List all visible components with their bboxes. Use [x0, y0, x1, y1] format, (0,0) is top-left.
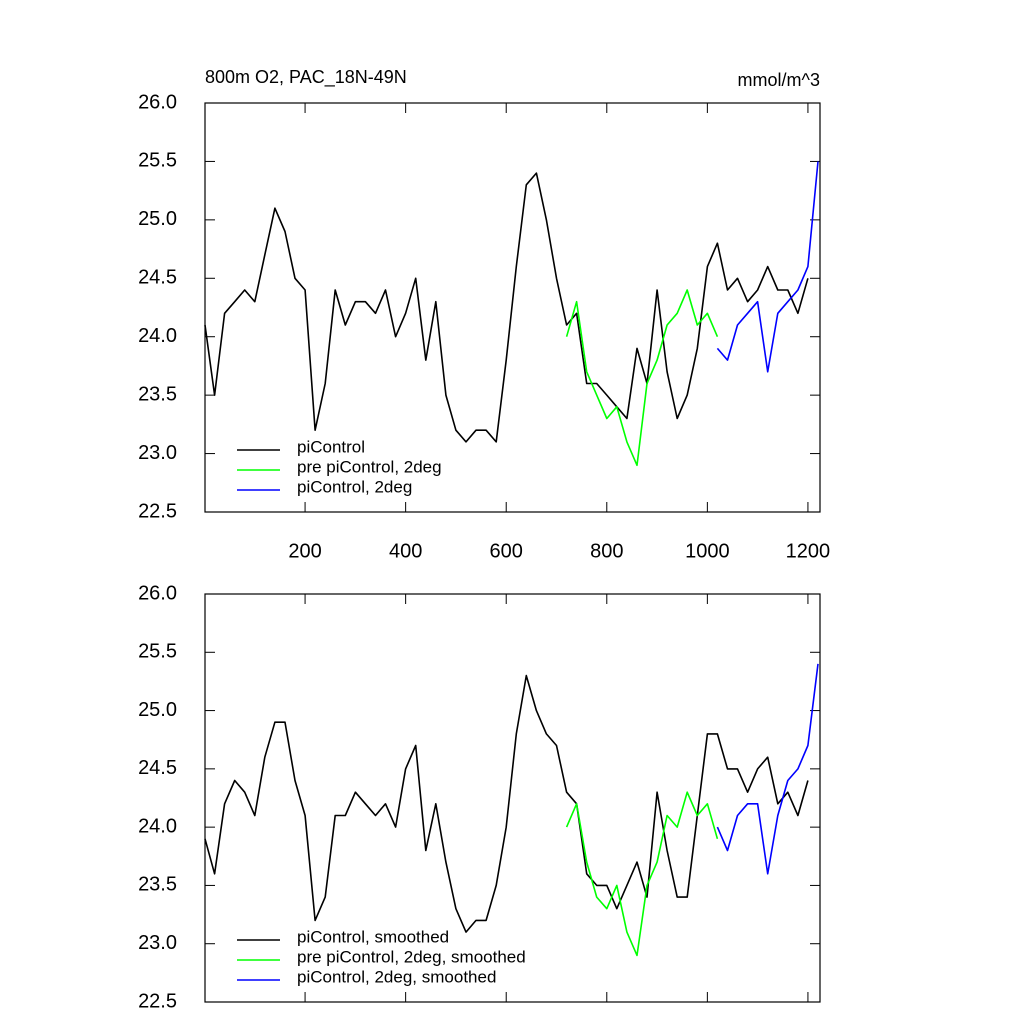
y-tick-label: 26.0	[138, 582, 177, 604]
y-tick-label: 25.5	[138, 641, 177, 663]
series-line	[565, 791, 719, 957]
legend-label: piControl, smoothed	[297, 927, 449, 946]
x-tick-label: 1200	[786, 540, 831, 562]
y-tick-label: 23.0	[138, 932, 177, 954]
y-tick-label: 22.5	[138, 500, 177, 522]
series-line	[204, 172, 809, 443]
chart-title: 800m O2, PAC_18N-49N	[205, 67, 407, 88]
legend-label: pre piControl, 2deg	[297, 457, 442, 476]
x-tick-label: 600	[490, 540, 523, 562]
series-line	[565, 289, 719, 467]
x-tick-label: 800	[590, 540, 623, 562]
y-tick-label: 23.5	[138, 874, 177, 896]
y-tick-label: 26.0	[138, 91, 177, 113]
x-tick-label: 1000	[685, 540, 730, 562]
y-tick-label: 24.5	[138, 267, 177, 289]
series-line	[716, 161, 819, 373]
y-tick-label: 23.0	[138, 442, 177, 464]
series-line	[716, 663, 819, 875]
units-label: mmol/m^3	[738, 70, 820, 90]
legend-label: piControl, 2deg, smoothed	[297, 967, 496, 986]
y-tick-label: 24.0	[138, 325, 177, 347]
legend-label: pre piControl, 2deg, smoothed	[297, 947, 526, 966]
y-tick-label: 24.0	[138, 815, 177, 837]
plot-frame	[204, 102, 821, 513]
plot-frame	[204, 593, 821, 1003]
y-tick-label: 24.5	[138, 757, 177, 779]
legend-label: piControl	[297, 437, 365, 456]
series-line	[204, 674, 809, 933]
x-tick-label: 400	[389, 540, 422, 562]
y-tick-label: 25.0	[138, 699, 177, 721]
x-tick-label: 200	[288, 540, 321, 562]
legend-label: piControl, 2deg	[297, 477, 412, 496]
y-tick-label: 23.5	[138, 383, 177, 405]
y-tick-label: 22.5	[138, 990, 177, 1012]
y-tick-label: 25.5	[138, 150, 177, 172]
y-tick-label: 25.0	[138, 208, 177, 230]
